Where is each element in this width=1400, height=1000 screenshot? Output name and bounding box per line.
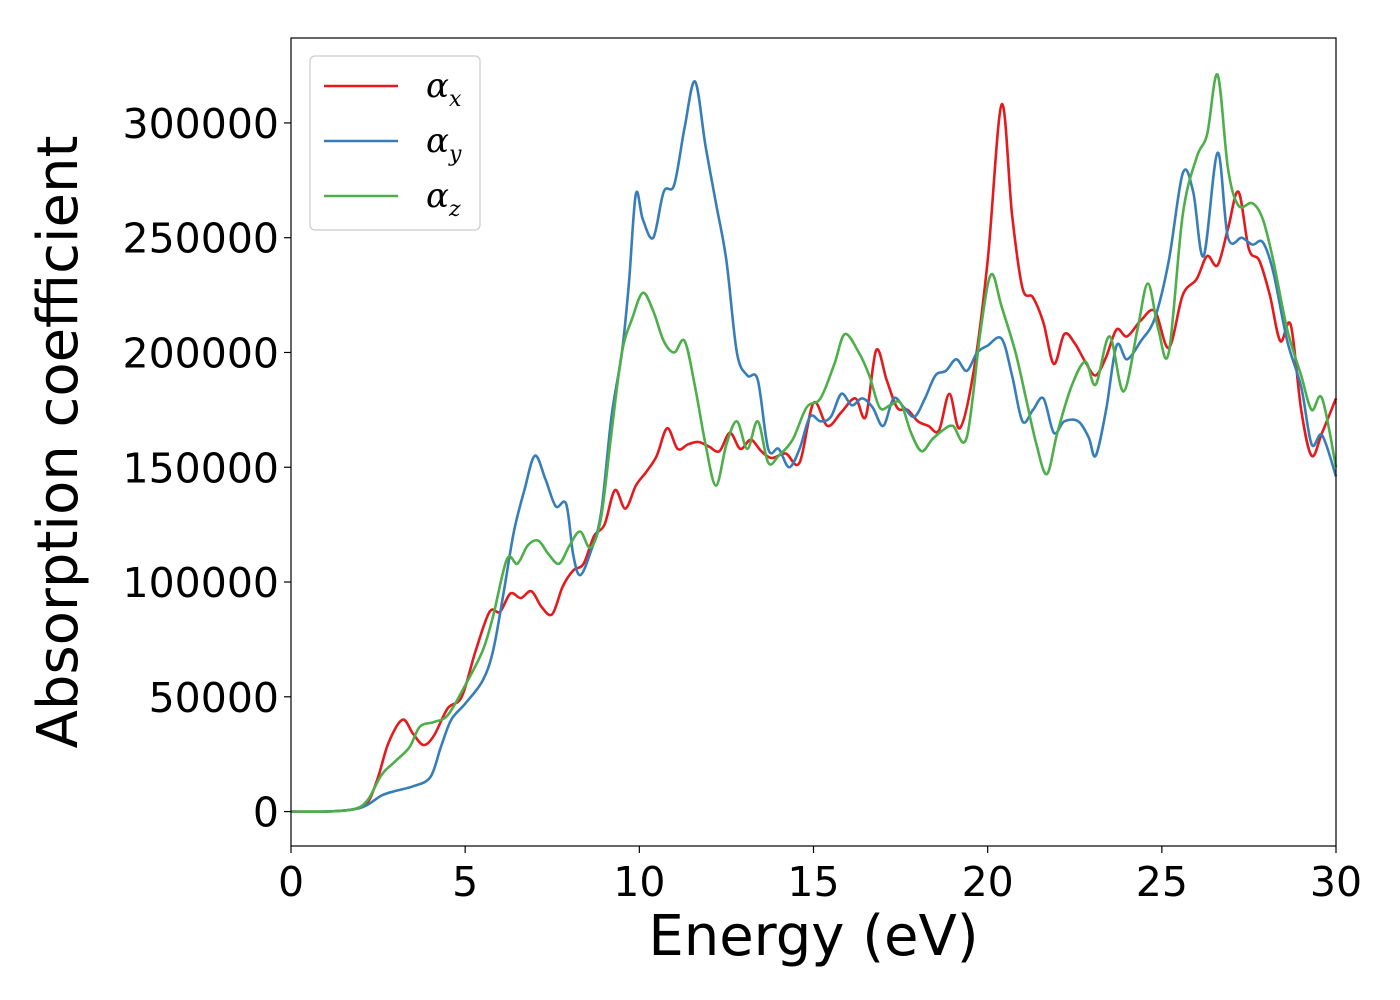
x-tick-label: 30 <box>1310 858 1362 906</box>
x-tick-label: 15 <box>787 858 839 906</box>
y-tick-label: 250000 <box>122 215 279 263</box>
x-tick-label: 20 <box>962 858 1014 906</box>
y-tick-label: 200000 <box>122 329 279 377</box>
x-tick-label: 10 <box>613 858 665 906</box>
x-tick-label: 0 <box>278 858 304 906</box>
x-axis-ticks: 0 5 10 15 20 25 30 <box>278 846 1362 906</box>
x-tick-label: 5 <box>452 858 478 906</box>
y-tick-label: 50000 <box>149 674 279 722</box>
series-line-alpha-y <box>290 80 1338 814</box>
legend-label: αx <box>426 66 462 112</box>
legend-label: αz <box>426 176 461 222</box>
y-tick-label: 0 <box>253 789 279 837</box>
x-tick-label: 25 <box>1136 858 1188 906</box>
legend: αx αy αz <box>309 55 481 231</box>
y-tick-label: 300000 <box>122 100 279 148</box>
legend-label: αy <box>426 121 462 167</box>
legend-box <box>309 55 481 231</box>
y-axis-title: Absorption coefficient <box>26 136 91 749</box>
x-axis-title: Energy (eV) <box>648 904 978 969</box>
y-tick-label: 150000 <box>122 444 279 492</box>
y-axis-ticks: 0 50000 100000 150000 200000 250000 300000 <box>122 100 291 837</box>
series-layer <box>290 73 1338 814</box>
series-line-alpha-z <box>290 73 1338 814</box>
y-tick-label: 100000 <box>122 559 279 607</box>
